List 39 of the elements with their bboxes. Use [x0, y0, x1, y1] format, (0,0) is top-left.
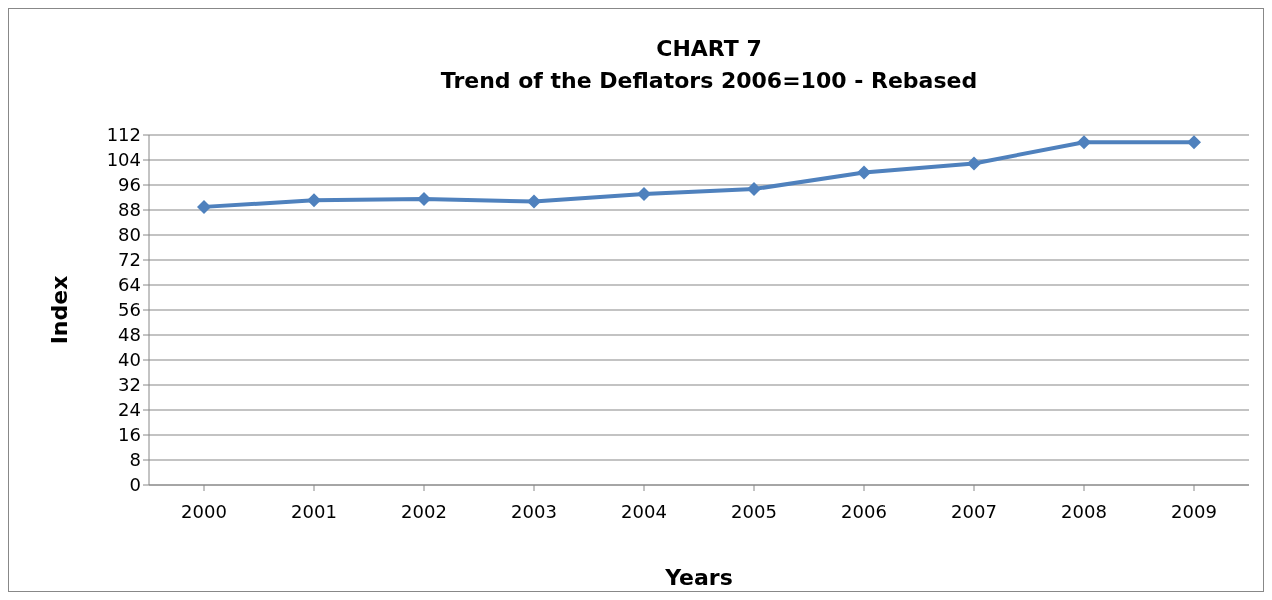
point: [637, 187, 651, 202]
point: [857, 165, 871, 180]
y-tick-label: 0: [129, 474, 141, 496]
y-axis-title: Index: [46, 275, 72, 345]
y-tick-label: 96: [118, 174, 141, 196]
point: [527, 194, 541, 209]
point: [1077, 135, 1091, 150]
y-tick-label: 112: [106, 124, 141, 146]
point: [1187, 135, 1201, 150]
y-tick-label: 104: [106, 149, 141, 171]
x-tick-label: 2009: [1171, 500, 1217, 522]
y-tick-label: 8: [129, 449, 141, 471]
point: [417, 192, 431, 207]
y-tick-label: 88: [118, 199, 141, 221]
point: [747, 182, 761, 197]
y-tick-label: 56: [118, 299, 141, 321]
y-tick-label: 72: [118, 249, 141, 271]
x-tick-label: 2000: [181, 500, 227, 522]
y-tick-label: 64: [118, 274, 141, 296]
x-tick-label: 2004: [621, 500, 667, 522]
chart-title: CHART 7: [655, 35, 763, 63]
y-tick-label: 80: [118, 224, 141, 246]
x-tick-label: 2002: [401, 500, 447, 522]
y-tick-label: 32: [118, 374, 141, 396]
point: [307, 193, 321, 208]
y-tick-label: 16: [118, 424, 141, 446]
x-tick-label: 2006: [841, 500, 887, 522]
x-tick-label: 2005: [731, 500, 777, 522]
y-tick-label: 24: [118, 399, 141, 421]
x-tick-label: 2003: [511, 500, 557, 522]
y-tick-label: 48: [118, 324, 141, 346]
x-axis-title: Years: [664, 565, 733, 590]
x-tick-label: 2001: [291, 500, 337, 522]
chart-subtitle: Trend of the Deflators 2006=100 - Rebased: [439, 67, 979, 95]
x-tick-label: 2007: [951, 500, 997, 522]
x-tick-label: 2008: [1061, 500, 1107, 522]
y-tick-label: 40: [118, 349, 141, 371]
point: [967, 156, 981, 171]
point: [197, 199, 211, 214]
